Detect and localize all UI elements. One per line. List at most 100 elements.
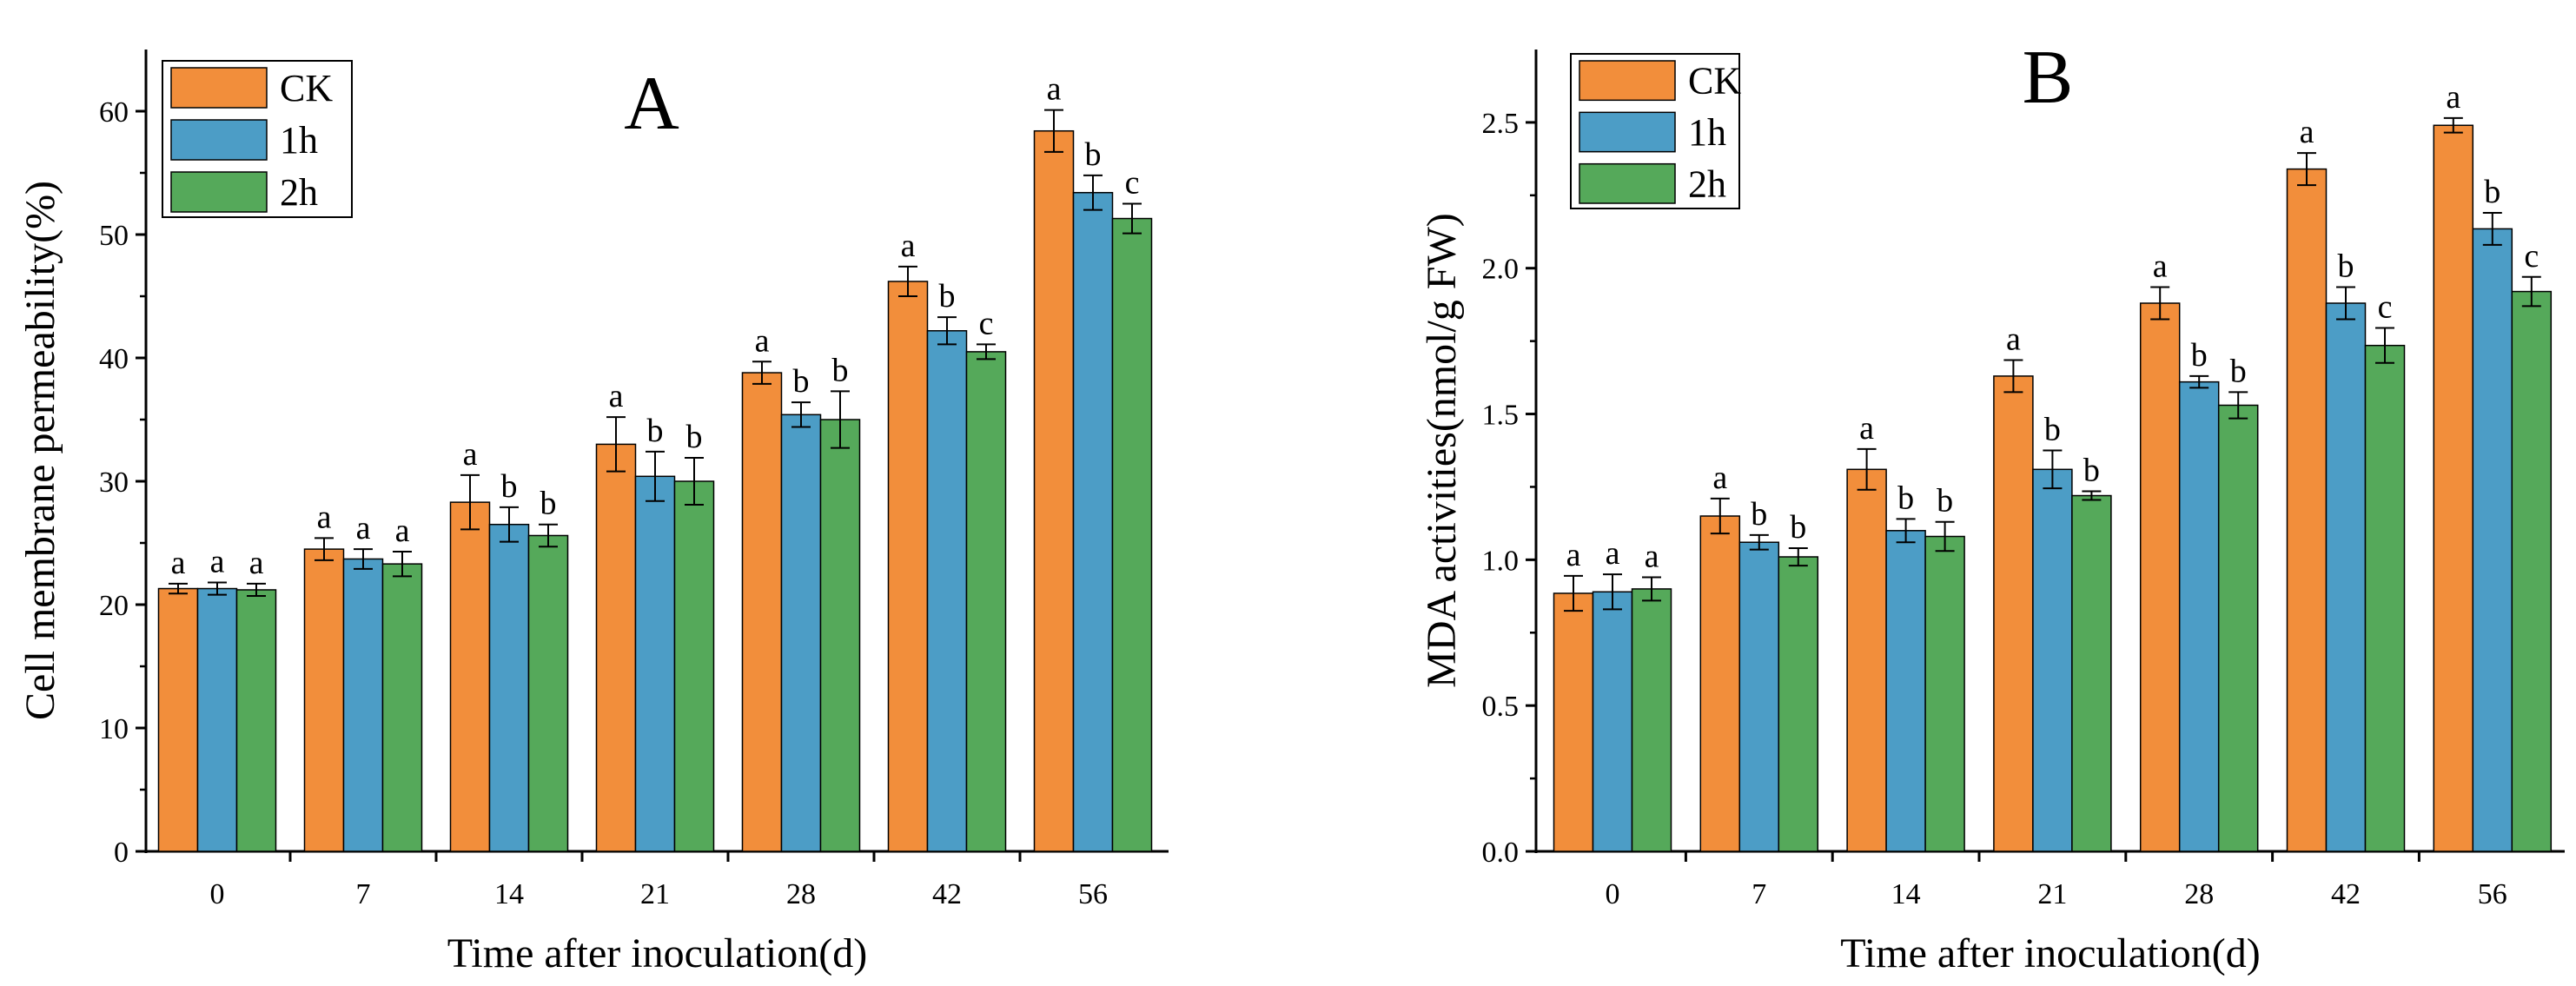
panel-a-bar-2h-7 [381, 563, 423, 852]
panel-a-significance-label: b [793, 363, 810, 400]
panel-b-x-tick-label: 21 [2037, 878, 2067, 910]
panel-a-significance-label: b [939, 278, 956, 314]
panel-a-x-tick-label: 28 [786, 878, 816, 910]
panel-a-bar-ck-14 [449, 501, 491, 852]
panel-b-bar-1h-28 [2178, 381, 2220, 852]
panel-a-bar-ck-21 [595, 443, 637, 852]
panel-b-bar-ck-42 [2286, 168, 2328, 852]
panel-a-significance-label: a [755, 322, 770, 359]
panel-a-y-tick-label: 40 [99, 343, 129, 375]
panel-a-significance-label: a [171, 545, 186, 581]
panel-a-x-tick-label: 42 [932, 878, 962, 910]
panel-a-bar-ck-7 [303, 548, 345, 852]
panel-b-significance-label: a [1859, 410, 1874, 447]
panel-b-x-tick-label: 7 [1752, 878, 1766, 910]
panel-a-y-tick-label: 10 [99, 713, 129, 745]
panel-b-significance-label: a [1645, 539, 1659, 575]
panel-a-y-tick-label: 60 [99, 96, 129, 129]
panel-a-y-axis-label: Cell membrane permeability(%) [17, 181, 63, 720]
panel-b-legend-swatch-ck [1579, 60, 1676, 102]
panel-a-x-tick-label: 7 [356, 878, 371, 910]
panel-a-bar-2h-56 [1111, 217, 1153, 852]
panel-b-x-tick-label: 14 [1891, 878, 1921, 910]
panel-a-y-tick-label: 30 [99, 467, 129, 499]
panel-b-significance-label: a [2006, 321, 2021, 357]
panel-b-y-tick-label: 2.0 [1482, 254, 1520, 286]
panel-b-y-tick-label: 1.0 [1482, 545, 1520, 577]
panel-a-bar-2h-14 [527, 534, 569, 852]
panel-a-legend-label: 1h [280, 119, 318, 162]
panel-b-significance-label: a [2153, 248, 2168, 285]
panel-a-significance-label: a [210, 543, 225, 579]
panel-b-significance-label: a [2300, 114, 2314, 150]
panel-a-bar-ck-0 [157, 587, 199, 852]
panel-b-significance-label: b [2083, 452, 2100, 488]
panel-a-bar-1h-14 [488, 523, 530, 852]
panel-a-letter: A [624, 62, 679, 146]
panel-a-significance-label: b [1085, 136, 1102, 173]
panel-b-bar-ck-21 [1993, 375, 2034, 852]
panel-a-significance-label: a [317, 499, 332, 535]
panel-a-bar-1h-7 [342, 558, 384, 852]
panel-a-x-axis-label: Time after inoculation(d) [447, 930, 867, 976]
panel-a-bar-1h-42 [926, 330, 968, 852]
panel-b-bar-ck-0 [1553, 592, 1594, 852]
panel-a-significance-label: a [395, 513, 410, 549]
panel-a-significance-label: c [979, 305, 994, 341]
panel-a-bar-1h-21 [634, 475, 676, 852]
panel-a-bar-2h-21 [673, 480, 715, 852]
panel-b-x-tick-label: 56 [2478, 878, 2507, 910]
panel-b-significance-label: a [2446, 79, 2460, 116]
panel-a-significance-label: b [832, 352, 849, 388]
panel-b-bar-ck-28 [2139, 302, 2181, 852]
panel-a-legend-label: 2h [280, 171, 318, 214]
panel-b-legend-swatch-1h [1579, 111, 1676, 153]
panel-a-bar-2h-28 [819, 419, 861, 852]
panel-a-significance-label: b [540, 486, 557, 522]
panel-b-bar-2h-21 [2071, 494, 2112, 852]
panel-b-legend-label: 1h [1688, 111, 1726, 154]
panel-b-significance-label: a [1712, 460, 1727, 496]
panel-b-y-tick-label: 0.0 [1482, 837, 1520, 869]
panel-a-significance-label: c [1125, 165, 1140, 202]
panel-b-y-tick-label: 2.5 [1482, 108, 1520, 140]
panel-b-y-tick-label: 1.5 [1482, 400, 1520, 432]
panel-a-y-tick-label: 0 [114, 837, 129, 869]
panel-b-significance-label: b [2484, 174, 2500, 210]
panel-a-y-tick-label: 20 [99, 590, 129, 622]
panel-b-bar-2h-42 [2364, 344, 2406, 852]
panel-b-significance-label: b [1751, 496, 1767, 533]
panel-b-x-tick-label: 0 [1606, 878, 1620, 910]
panel-a-bar-2h-0 [235, 589, 277, 852]
panel-b-significance-label: b [1937, 483, 1953, 519]
panel-b-x-tick-label: 28 [2184, 878, 2214, 910]
panel-a-bar-ck-56 [1033, 129, 1075, 852]
panel-b-bar-1h-7 [1738, 541, 1780, 852]
panel-b-bar-1h-0 [1592, 591, 1633, 852]
panel-a-significance-label: a [249, 545, 264, 581]
panel-a-legend-label: CK [280, 67, 333, 109]
panel-a-legend-swatch-2h [170, 171, 268, 213]
panel-a-bar-2h-42 [965, 351, 1007, 852]
panel-a-significance-label: a [356, 510, 371, 546]
panel-b-significance-label: b [1790, 509, 1806, 546]
panel-b-letter: B [2023, 36, 2074, 120]
panel-a-x-tick-label: 14 [494, 878, 524, 910]
panel-a-significance-label: a [901, 228, 916, 264]
panel-b-bar-2h-28 [2217, 404, 2259, 852]
panel-b-bar-ck-56 [2433, 124, 2474, 852]
panel-a-bar-1h-28 [780, 414, 822, 852]
panel-a-bar-1h-0 [196, 587, 238, 852]
panel-b-legend-label: CK [1688, 60, 1741, 103]
panel-a-x-tick-label: 0 [210, 878, 225, 910]
panel-b-significance-label: b [1897, 480, 1914, 516]
panel-b-bar-2h-7 [1778, 556, 1819, 852]
panel-a-x-tick-label: 21 [640, 878, 670, 910]
panel-b-significance-label: b [2338, 248, 2354, 285]
panel-b-bar-1h-42 [2325, 302, 2367, 852]
panel-a-bar-ck-42 [887, 281, 929, 852]
panel-b-bar-1h-56 [2472, 228, 2513, 852]
panel-a-significance-label: a [463, 436, 478, 473]
panel-b-bar-2h-14 [1924, 535, 1965, 852]
